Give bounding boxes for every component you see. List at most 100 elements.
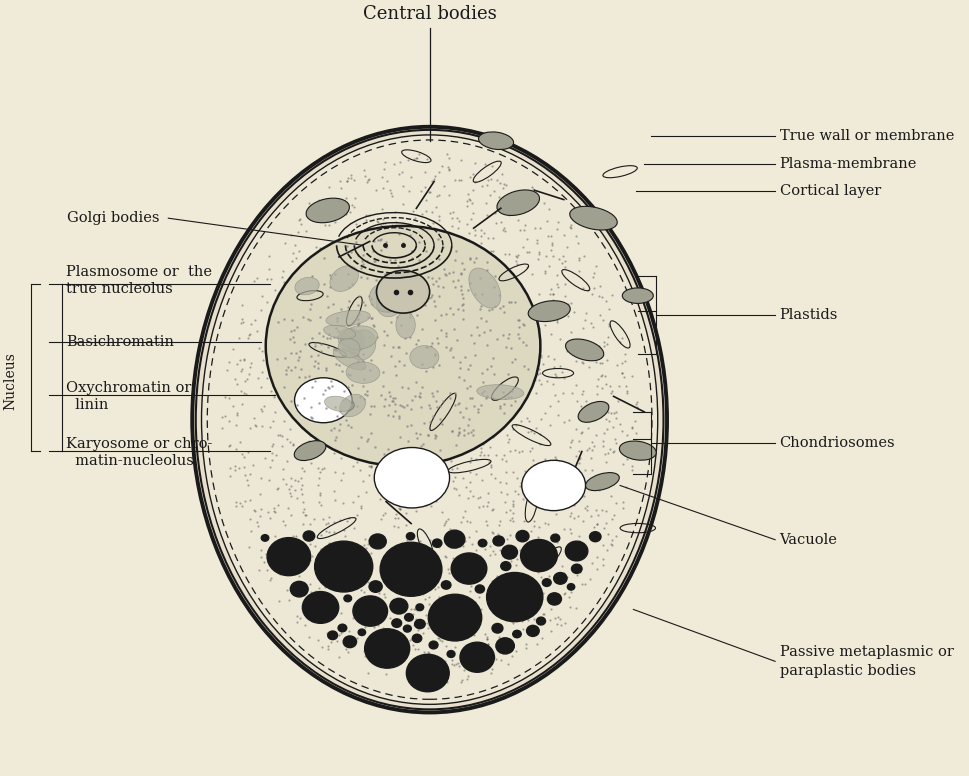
Point: [390, 348, 405, 361]
Point: [350, 313, 365, 325]
Point: [291, 351, 306, 363]
Point: [445, 355, 460, 368]
Point: [355, 255, 370, 268]
Point: [308, 296, 324, 309]
Point: [360, 389, 376, 401]
Point: [488, 335, 504, 348]
Point: [472, 413, 487, 425]
Point: [374, 622, 390, 634]
Point: [294, 479, 309, 491]
Point: [358, 621, 373, 633]
Point: [431, 466, 447, 478]
Point: [418, 593, 433, 605]
Point: [345, 319, 360, 331]
Point: [417, 299, 432, 311]
Point: [418, 205, 433, 217]
Point: [314, 566, 329, 578]
Point: [361, 533, 377, 546]
Point: [417, 417, 432, 429]
Point: [306, 586, 322, 598]
Point: [516, 476, 532, 488]
Point: [573, 400, 588, 412]
Point: [485, 250, 501, 262]
Point: [377, 507, 392, 519]
Point: [402, 222, 418, 234]
Point: [498, 542, 514, 554]
Point: [575, 357, 590, 369]
Point: [299, 376, 315, 388]
Point: [359, 176, 375, 189]
Point: [428, 557, 444, 570]
Point: [430, 165, 446, 178]
Point: [556, 278, 572, 290]
Ellipse shape: [565, 339, 603, 361]
Point: [403, 404, 419, 416]
Point: [456, 374, 472, 386]
Point: [431, 540, 447, 553]
Point: [241, 329, 257, 341]
Point: [391, 407, 406, 420]
Point: [462, 452, 478, 464]
Point: [474, 288, 489, 300]
Point: [287, 473, 302, 486]
Point: [343, 334, 359, 346]
Point: [391, 410, 407, 422]
Point: [409, 431, 424, 444]
Point: [395, 401, 411, 414]
Point: [437, 480, 453, 493]
Point: [277, 237, 293, 249]
Point: [470, 492, 485, 504]
Point: [336, 371, 352, 383]
Point: [531, 428, 547, 441]
Point: [310, 570, 326, 582]
Point: [589, 563, 605, 576]
Point: [473, 603, 488, 615]
Point: [541, 570, 556, 582]
Point: [385, 637, 400, 650]
Point: [474, 180, 489, 192]
Point: [541, 558, 556, 570]
Circle shape: [542, 579, 550, 587]
Point: [564, 434, 579, 446]
Circle shape: [328, 631, 337, 639]
Point: [582, 452, 598, 464]
Point: [375, 656, 391, 669]
Point: [484, 527, 500, 539]
Point: [466, 337, 482, 349]
Point: [499, 540, 515, 553]
Point: [304, 355, 320, 367]
Point: [513, 310, 528, 322]
Point: [362, 400, 378, 412]
Point: [259, 296, 274, 308]
Point: [357, 233, 372, 245]
Point: [304, 310, 320, 323]
Point: [537, 516, 552, 528]
Point: [330, 419, 346, 431]
Point: [501, 608, 516, 621]
Point: [531, 363, 547, 376]
Point: [357, 533, 372, 546]
Point: [451, 215, 466, 227]
Point: [463, 213, 479, 225]
Point: [389, 310, 404, 323]
Point: [434, 667, 450, 680]
Point: [601, 379, 616, 392]
Text: True wall or membrane: True wall or membrane: [779, 129, 953, 143]
Point: [585, 397, 601, 410]
Point: [456, 445, 472, 457]
Point: [462, 277, 478, 289]
Point: [524, 494, 540, 506]
Point: [386, 599, 401, 611]
Point: [574, 469, 589, 482]
Point: [462, 485, 478, 497]
Point: [547, 546, 562, 559]
Point: [297, 416, 312, 428]
Point: [538, 312, 553, 324]
Point: [327, 286, 342, 298]
Point: [400, 562, 416, 574]
Point: [424, 396, 440, 408]
Point: [404, 440, 420, 452]
Point: [495, 407, 511, 419]
Point: [295, 505, 310, 518]
Point: [439, 347, 454, 359]
